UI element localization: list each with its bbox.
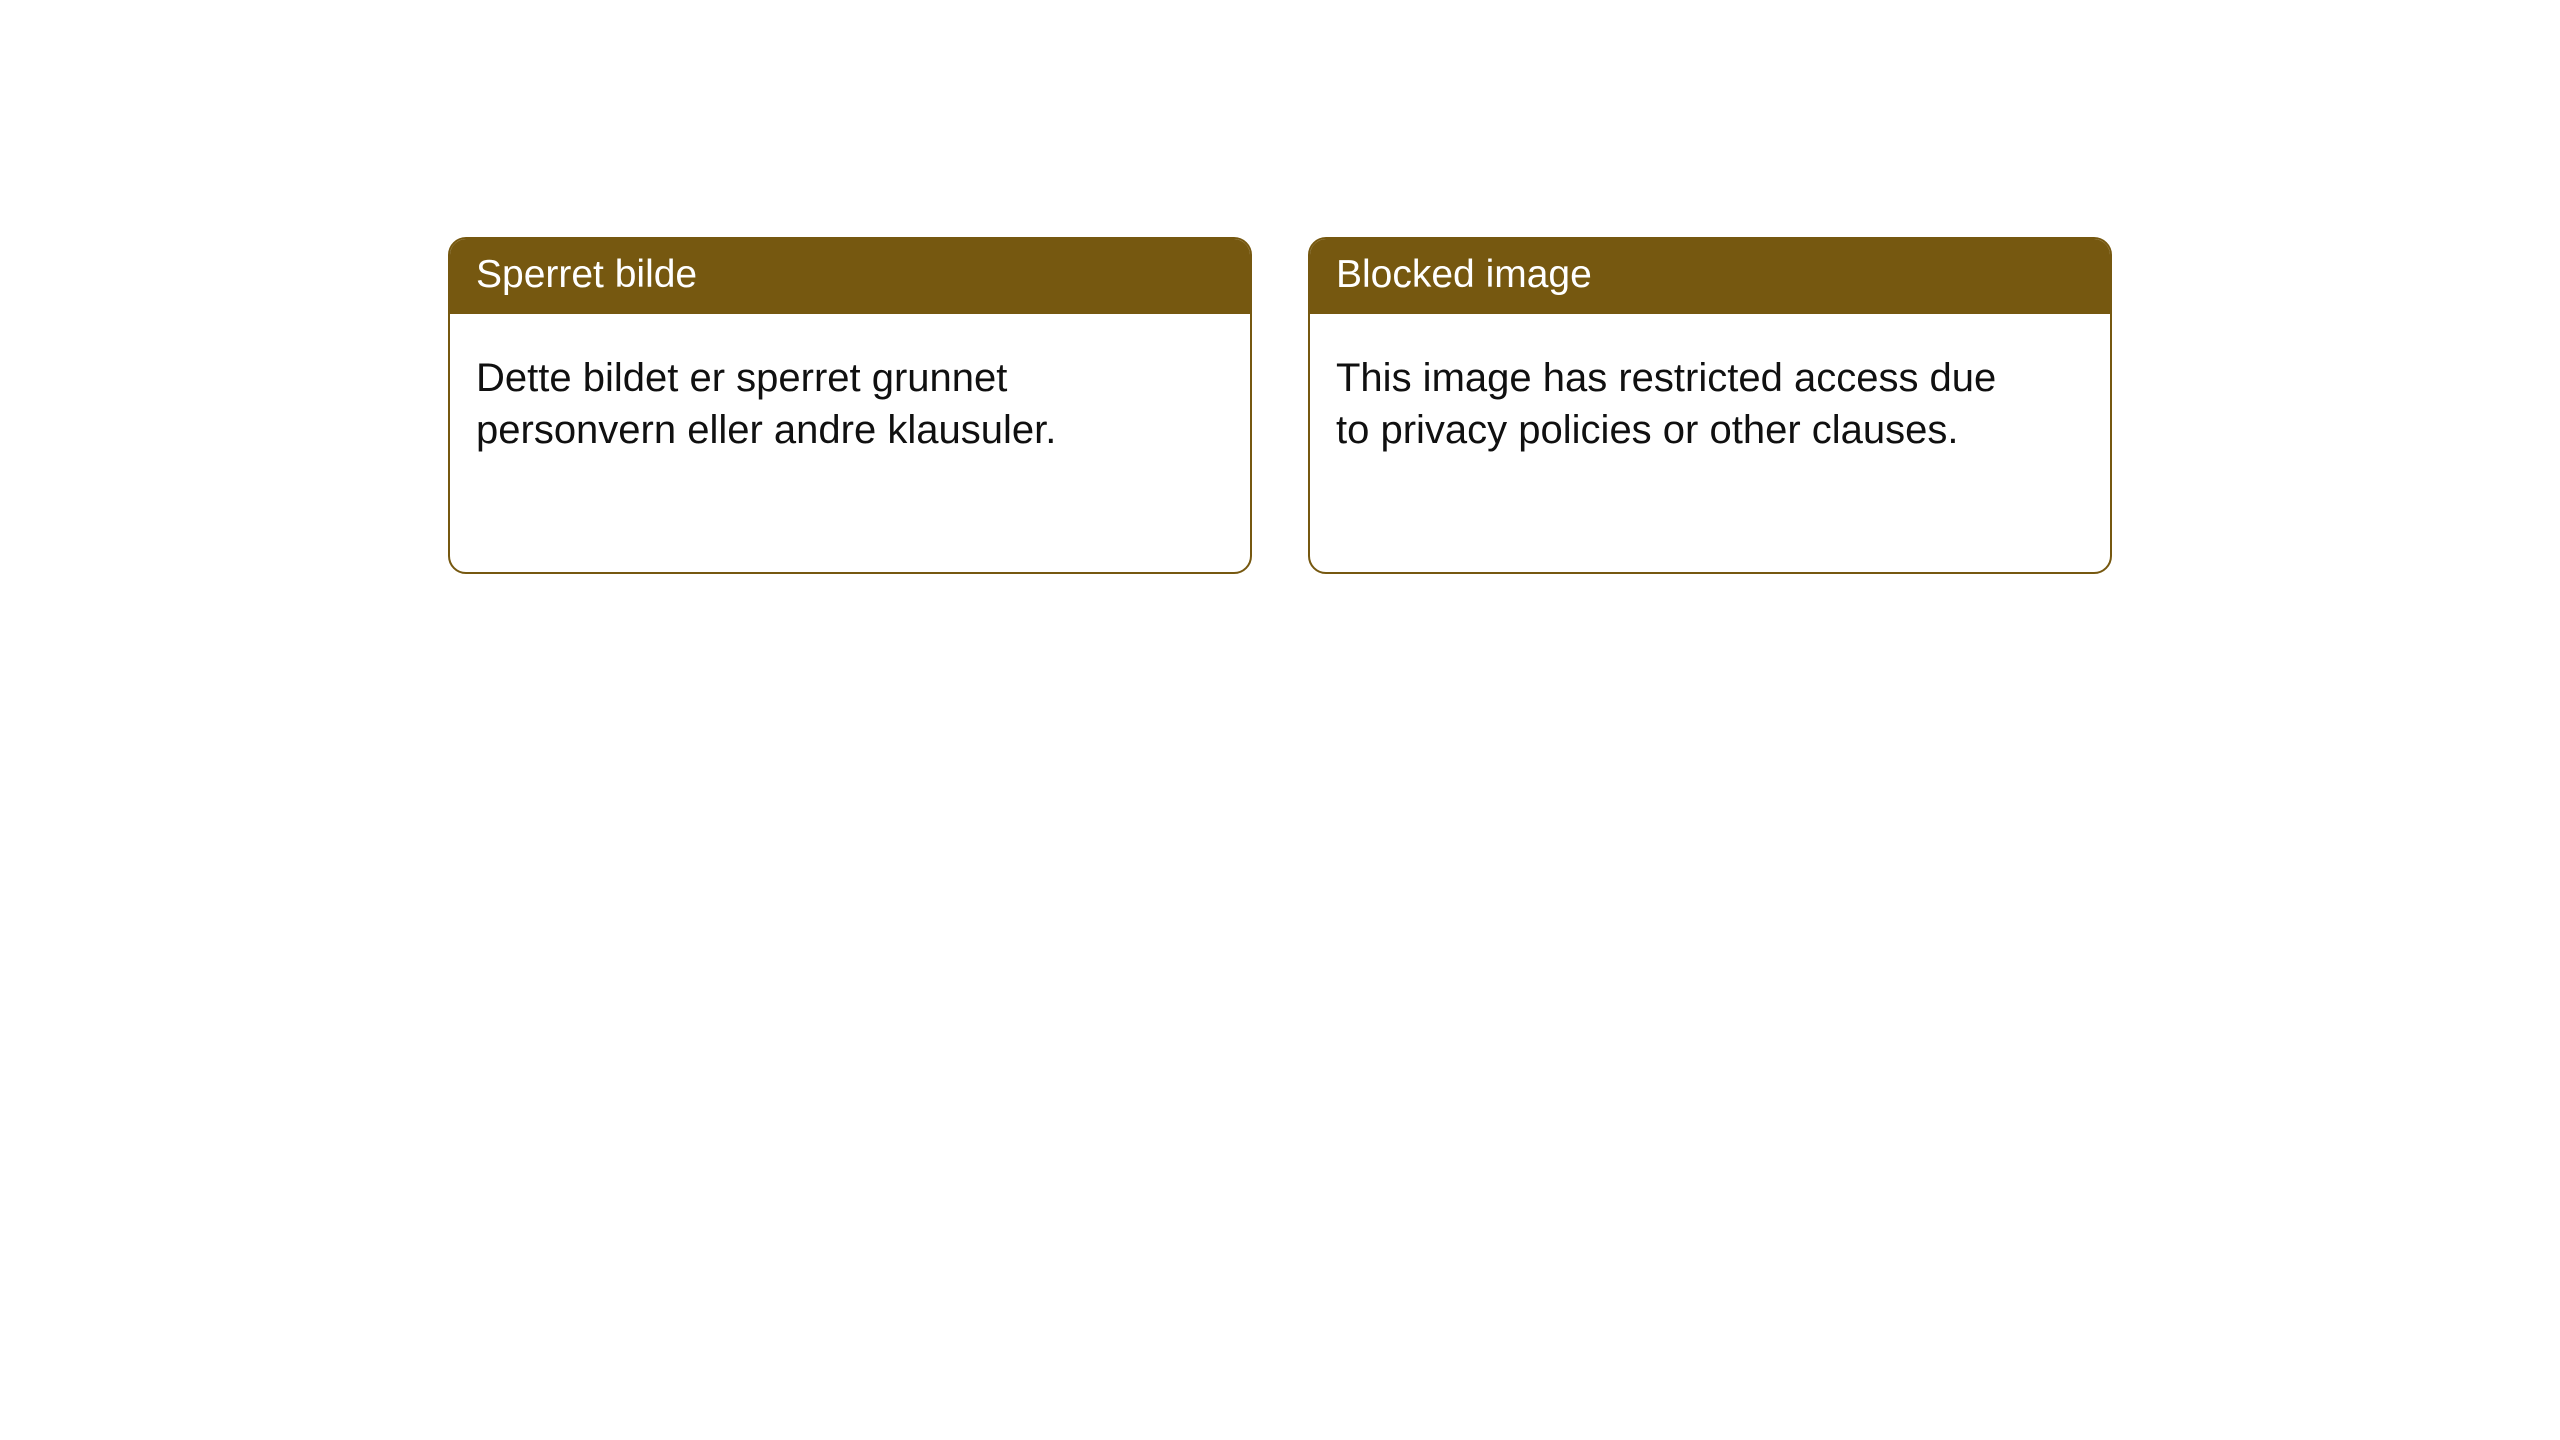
notice-card-en: Blocked image This image has restricted … — [1308, 237, 2112, 574]
notice-card-body-no: Dette bildet er sperret grunnet personve… — [450, 314, 1250, 482]
notice-card-message-en: This image has restricted access due to … — [1336, 352, 2016, 456]
notice-cards-row: Sperret bilde Dette bildet er sperret gr… — [0, 0, 2560, 574]
notice-card-no: Sperret bilde Dette bildet er sperret gr… — [448, 237, 1252, 574]
notice-card-message-no: Dette bildet er sperret grunnet personve… — [476, 352, 1156, 456]
notice-card-body-en: This image has restricted access due to … — [1310, 314, 2110, 482]
notice-card-title-en: Blocked image — [1310, 239, 2110, 314]
notice-card-title-no: Sperret bilde — [450, 239, 1250, 314]
